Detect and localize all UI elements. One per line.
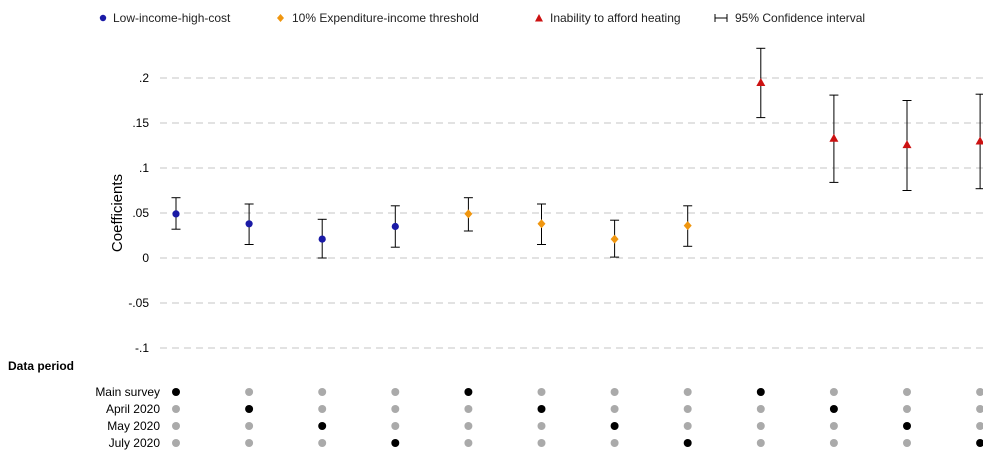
period-dot bbox=[318, 405, 327, 413]
point-low_income_high_cost bbox=[245, 220, 253, 228]
legend-marker-expenditure-threshold bbox=[277, 14, 284, 22]
period-dot bbox=[391, 388, 400, 396]
data-period-row-label: July 2020 bbox=[109, 436, 161, 450]
point-inability_heating bbox=[829, 133, 839, 142]
point-inability_heating bbox=[902, 140, 912, 149]
legend-label-inability-heating: Inability to afford heating bbox=[550, 11, 681, 25]
period-dot-selected bbox=[172, 388, 180, 396]
data-period-row-label: Main survey bbox=[95, 385, 160, 399]
period-dot bbox=[903, 388, 911, 396]
point-inability_heating bbox=[756, 78, 766, 86]
period-dot-selected bbox=[245, 405, 254, 413]
period-dot-selected bbox=[391, 439, 400, 447]
y-axis-label: Coefficients bbox=[109, 174, 126, 252]
legend-marker-low-income-high-cost bbox=[99, 14, 107, 22]
period-dot-selected bbox=[903, 422, 911, 430]
y-tick-label: .2 bbox=[139, 71, 149, 85]
period-dot bbox=[756, 405, 765, 413]
period-dot bbox=[756, 422, 765, 430]
period-dot bbox=[683, 405, 692, 413]
period-dot bbox=[464, 422, 473, 430]
y-tick-label: -.05 bbox=[128, 296, 149, 310]
period-dot bbox=[829, 388, 838, 396]
period-dot bbox=[172, 405, 180, 413]
legend-label-low-income-high-cost: Low-income-high-cost bbox=[113, 11, 231, 25]
period-dot bbox=[976, 388, 983, 396]
data-period-matrix: Main survey April 2020 May 2020 July 2020 bbox=[95, 385, 983, 450]
period-dot bbox=[172, 439, 180, 447]
period-dot-selected bbox=[683, 439, 692, 447]
period-dot bbox=[903, 405, 911, 413]
period-dot bbox=[756, 439, 765, 447]
period-dot-selected bbox=[610, 422, 619, 430]
period-dot bbox=[610, 439, 619, 447]
period-dot bbox=[318, 388, 327, 396]
y-tick-label: .15 bbox=[132, 116, 149, 130]
period-dot bbox=[829, 439, 838, 447]
period-dot bbox=[903, 439, 911, 447]
point-low_income_high_cost bbox=[391, 222, 399, 231]
y-tick-label: -.1 bbox=[135, 341, 149, 355]
period-dot bbox=[245, 422, 254, 430]
point-expenditure_threshold bbox=[683, 221, 692, 231]
period-dot bbox=[976, 405, 983, 413]
gridlines bbox=[160, 77, 983, 349]
legend: Low-income-high-cost 10% Expenditure-inc… bbox=[99, 11, 865, 25]
period-dot bbox=[683, 422, 692, 430]
period-dot bbox=[537, 388, 546, 396]
y-tick-label: .05 bbox=[132, 206, 149, 220]
data-period-title: Data period bbox=[8, 359, 74, 373]
y-tick-label: 0 bbox=[142, 251, 149, 265]
period-dot bbox=[610, 388, 619, 396]
period-dot-selected bbox=[976, 439, 983, 447]
legend-marker-confidence-interval bbox=[714, 14, 728, 22]
period-dot-selected bbox=[318, 422, 327, 430]
legend-label-confidence-interval: 95% Confidence interval bbox=[735, 11, 865, 25]
period-dot bbox=[829, 422, 838, 430]
period-dot bbox=[537, 422, 546, 430]
period-dot bbox=[172, 422, 180, 430]
point-expenditure_threshold bbox=[464, 209, 473, 219]
period-dot-selected bbox=[464, 388, 473, 396]
period-dot bbox=[245, 439, 254, 447]
legend-label-expenditure-threshold: 10% Expenditure-income threshold bbox=[292, 11, 479, 25]
period-dot bbox=[464, 439, 473, 447]
period-dot bbox=[391, 422, 400, 430]
point-expenditure_threshold bbox=[610, 234, 619, 244]
data-period-row-label: May 2020 bbox=[107, 419, 160, 433]
y-tick-label: .1 bbox=[139, 161, 149, 175]
point-expenditure_threshold bbox=[537, 219, 546, 229]
period-dot bbox=[318, 439, 327, 447]
period-dot bbox=[610, 405, 619, 413]
point-low_income_high_cost bbox=[172, 210, 180, 218]
period-dot bbox=[537, 439, 546, 447]
data-points bbox=[171, 47, 983, 259]
point-inability_heating bbox=[975, 136, 983, 145]
legend-marker-inability-heating bbox=[535, 14, 543, 22]
period-dot-selected bbox=[829, 405, 838, 413]
y-axis-ticks: .2 .15 .1 .05 0 -.05 -.1 bbox=[128, 71, 149, 355]
period-dot bbox=[391, 405, 400, 413]
data-period-row-label: April 2020 bbox=[106, 402, 160, 416]
period-dot bbox=[245, 388, 254, 396]
period-dot bbox=[464, 405, 473, 413]
period-dot bbox=[976, 422, 983, 430]
period-dot-selected bbox=[537, 405, 546, 413]
period-dot-selected bbox=[756, 388, 765, 396]
period-dot bbox=[683, 388, 692, 396]
point-low_income_high_cost bbox=[318, 235, 326, 243]
